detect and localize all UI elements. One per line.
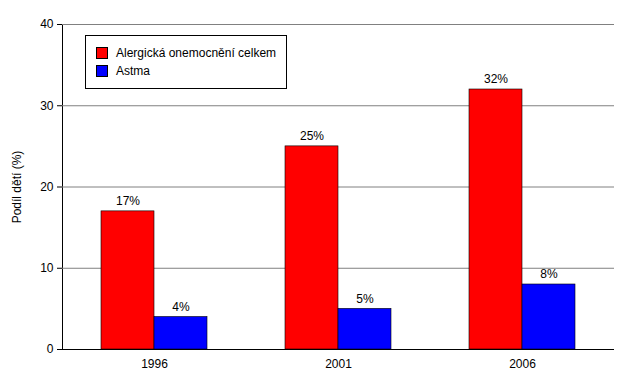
svg-text:20: 20 [40, 180, 54, 194]
svg-text:40: 40 [40, 17, 54, 31]
svg-text:32%: 32% [484, 72, 508, 86]
svg-text:2001: 2001 [325, 357, 352, 371]
svg-text:17%: 17% [116, 194, 140, 208]
svg-text:0: 0 [47, 342, 54, 356]
svg-text:8%: 8% [540, 267, 558, 281]
svg-text:2006: 2006 [509, 357, 536, 371]
svg-text:5%: 5% [356, 292, 374, 306]
html-text:Alergická onemocnění celkem: Alergická onemocnění celkem [116, 46, 277, 60]
svg-text:25%: 25% [300, 129, 324, 143]
svg-text:30: 30 [40, 99, 54, 113]
svg-text:1996: 1996 [141, 357, 168, 371]
svg-text:Podíl dětí (%): Podíl dětí (%) [10, 151, 24, 224]
svg-text:4%: 4% [172, 300, 190, 314]
svg-text:10: 10 [40, 261, 54, 275]
html-text:Astma: Astma [116, 64, 150, 78]
